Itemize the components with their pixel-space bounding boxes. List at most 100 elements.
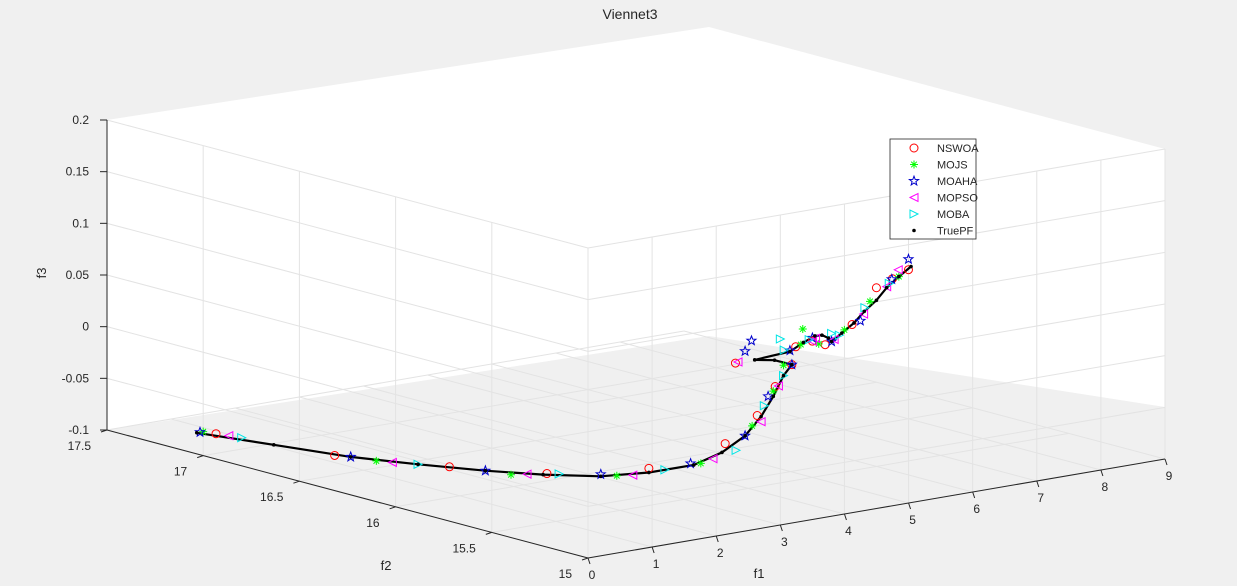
- z-tick-label: -0.1: [68, 423, 89, 437]
- z-tick-label: 0.2: [72, 113, 89, 127]
- grid-line: [587, 355, 1166, 456]
- moba-point: [237, 432, 247, 443]
- legend-label-truepf: TruePF: [937, 226, 974, 238]
- nswoa-point: [770, 381, 780, 391]
- truepf-point: [909, 264, 913, 269]
- moba-point: [779, 345, 790, 355]
- legend-label-mopso: MOPSO: [937, 193, 978, 205]
- x-tick-mark: [972, 491, 976, 499]
- x-axis-label: f1: [754, 566, 765, 581]
- legend-marker-nswoa: [909, 143, 919, 153]
- moaha-point: [885, 273, 898, 285]
- moaha-point: [825, 335, 838, 347]
- truepf-point: [541, 472, 545, 477]
- mojs-point: [866, 297, 875, 306]
- grid-line: [106, 171, 589, 301]
- legend-label-mojs: MOJS: [937, 160, 968, 172]
- grid-line: [106, 377, 589, 507]
- y-tick-mark: [293, 480, 300, 484]
- nswoa-point: [791, 342, 801, 352]
- truepf-point: [271, 443, 276, 447]
- truepf-point: [813, 334, 817, 338]
- grid-line: [491, 363, 973, 493]
- truepf-point: [874, 298, 879, 303]
- truepf-point: [771, 394, 776, 399]
- x-tick-label: 7: [1037, 491, 1044, 505]
- truepf-point: [759, 414, 763, 419]
- moba-point: [779, 370, 789, 381]
- moba-point: [827, 328, 837, 339]
- grid-line: [106, 119, 589, 249]
- mopso-point: [521, 469, 532, 479]
- mojs-point: [814, 339, 823, 348]
- axes: [100, 119, 1168, 565]
- y-tick-label: 17: [174, 465, 188, 479]
- x-tick-label: 9: [1166, 469, 1173, 483]
- truepf-point: [416, 462, 420, 467]
- y-tick-label: 15.5: [452, 541, 476, 555]
- y-tick-mark: [581, 557, 589, 561]
- truepf-point: [897, 274, 901, 279]
- plot-background: [107, 27, 1165, 430]
- y-tick-label: 16.5: [260, 490, 284, 504]
- mopso-point: [893, 264, 903, 275]
- data-points: [193, 252, 915, 480]
- grid-line: [587, 148, 1166, 249]
- x-tick-mark: [651, 546, 655, 554]
- grid-line: [299, 396, 781, 526]
- z-tick-label: 0: [82, 320, 89, 334]
- truepf-point: [781, 373, 786, 378]
- grid-line: [587, 200, 1166, 301]
- truepf-point: [862, 309, 867, 314]
- nswoa-point: [903, 265, 913, 275]
- x-axis-line: [587, 458, 1166, 559]
- truepf-point: [884, 285, 889, 290]
- chart-title: Viennet3: [602, 6, 657, 22]
- truepf-point: [790, 362, 794, 367]
- nswoa-point: [730, 358, 740, 368]
- z-tick-label: 0.15: [66, 165, 90, 179]
- mopso-point: [387, 457, 397, 468]
- legend-marker-truepf: [912, 228, 916, 233]
- truepf-point: [820, 333, 824, 337]
- mojs-point: [372, 456, 381, 465]
- mojs-point: [507, 470, 516, 479]
- truepf-point: [829, 339, 834, 344]
- mojs-point: [748, 421, 757, 430]
- moba-point: [884, 278, 895, 289]
- nswoa-point: [720, 439, 730, 449]
- x-tick-label: 8: [1102, 480, 1109, 494]
- moaha-point: [344, 450, 357, 462]
- moba-point: [731, 445, 742, 456]
- z-tick-label: 0.1: [72, 216, 89, 230]
- moba-point: [554, 469, 565, 479]
- mopso-point: [223, 430, 234, 441]
- mopso-point: [732, 357, 743, 367]
- moaha-point: [684, 457, 697, 469]
- moaha-point: [479, 464, 492, 476]
- moba-point: [804, 334, 815, 345]
- moba-point: [759, 400, 770, 411]
- nswoa-point: [211, 429, 221, 439]
- moaha-point: [785, 358, 798, 370]
- legend: NSWOA MOJS MOAHA MOPSO MOBA TruePF: [889, 138, 979, 240]
- nswoa-point: [871, 283, 881, 293]
- x-tick-label: 0: [589, 568, 596, 582]
- moba-point: [413, 459, 424, 470]
- x-tick-mark: [1164, 458, 1168, 466]
- mopso-point: [829, 334, 839, 345]
- moba-point: [660, 464, 671, 475]
- legend-marker-mojs: [910, 160, 918, 169]
- y-tick-label: 15: [559, 567, 573, 581]
- grid-line: [619, 341, 1102, 471]
- mojs-point: [798, 325, 807, 334]
- mojs-point: [796, 340, 805, 349]
- mopso-point: [755, 416, 766, 427]
- mopso-point: [707, 453, 718, 464]
- x-tick-mark: [779, 524, 783, 532]
- legend-marker-moaha: [907, 174, 921, 187]
- z-tick-label: -0.05: [62, 371, 90, 385]
- x-tick-mark: [1100, 469, 1104, 477]
- y-axis-line: [106, 429, 589, 559]
